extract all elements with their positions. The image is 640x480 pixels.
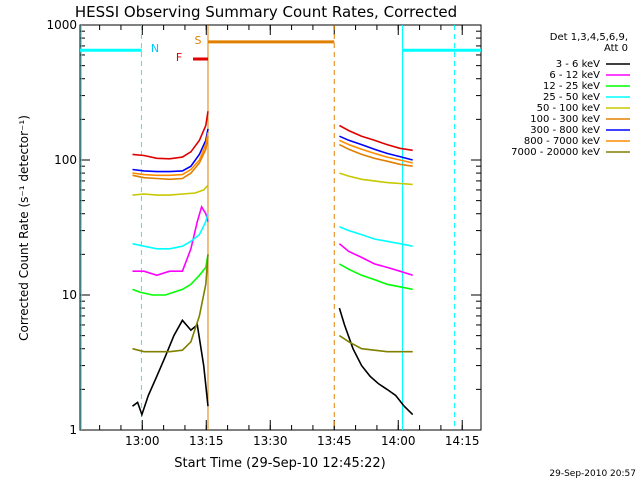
- series-line: [339, 124, 413, 152]
- series-line: [132, 184, 209, 196]
- x-tick-label: 14:00: [381, 434, 416, 448]
- series-line: [339, 226, 413, 247]
- flag-label: S: [195, 34, 202, 47]
- x-tick-label: 13:15: [189, 434, 224, 448]
- plot-frame: [79, 24, 482, 431]
- y-axis-label: Corrected Count Rate (s⁻¹ detector⁻¹): [17, 115, 31, 341]
- series-line: [132, 254, 209, 296]
- footer-timestamp: 29-Sep-2010 20:57: [549, 469, 636, 479]
- series-line: [338, 243, 413, 277]
- series-line: [339, 143, 413, 167]
- y-tick-label: 10: [62, 288, 77, 302]
- y-tick-label: 100: [54, 153, 77, 167]
- series-line: [339, 135, 413, 161]
- x-axis-label: Start Time (29-Sep-10 12:45:22): [174, 456, 385, 471]
- legend-label: 6 - 12 keV: [549, 70, 600, 81]
- legend-label: 25 - 50 keV: [543, 92, 600, 103]
- series-line: [339, 263, 413, 291]
- legend-label: 12 - 25 keV: [543, 81, 600, 92]
- legend-label: 300 - 800 keV: [530, 125, 600, 136]
- chart-title: HESSI Observing Summary Count Rates, Cor…: [75, 3, 457, 21]
- series-line: [132, 128, 209, 173]
- plot-area: 1 10 100 1000 13:00 13:15 13:30 13:45 14:00 14:15…: [46, 18, 482, 448]
- legend-label: 800 - 7000 keV: [524, 136, 600, 147]
- legend-label: 7000 - 20000 keV: [511, 147, 600, 158]
- series-line: [339, 139, 413, 164]
- legend-header: Det 1,3,4,5,6,9,: [550, 32, 628, 43]
- x-tick-label: 13:00: [125, 434, 160, 448]
- x-tick-label: 13:45: [317, 434, 352, 448]
- legend-label: 50 - 100 keV: [537, 103, 601, 114]
- y-tick-label: 1000: [46, 18, 77, 32]
- flag-label: F: [176, 51, 182, 64]
- flag-label: N: [151, 42, 159, 55]
- series-line: [132, 111, 209, 160]
- series-line: [132, 204, 209, 277]
- series-line: [132, 254, 209, 353]
- series-line: [132, 132, 209, 177]
- series-line: [132, 213, 209, 250]
- series-line: [339, 172, 413, 186]
- series-line: [132, 136, 209, 181]
- x-tick-label: 13:30: [253, 434, 288, 448]
- legend-label: 3 - 6 keV: [556, 59, 600, 70]
- series-line: [132, 318, 209, 418]
- y-tick-label: 1: [69, 423, 77, 437]
- series-line: [338, 334, 413, 353]
- legend-header: Att 0: [604, 43, 628, 54]
- series-line: [338, 307, 414, 416]
- x-tick-label: 14:15: [445, 434, 480, 448]
- legend-label: 100 - 300 keV: [530, 114, 600, 125]
